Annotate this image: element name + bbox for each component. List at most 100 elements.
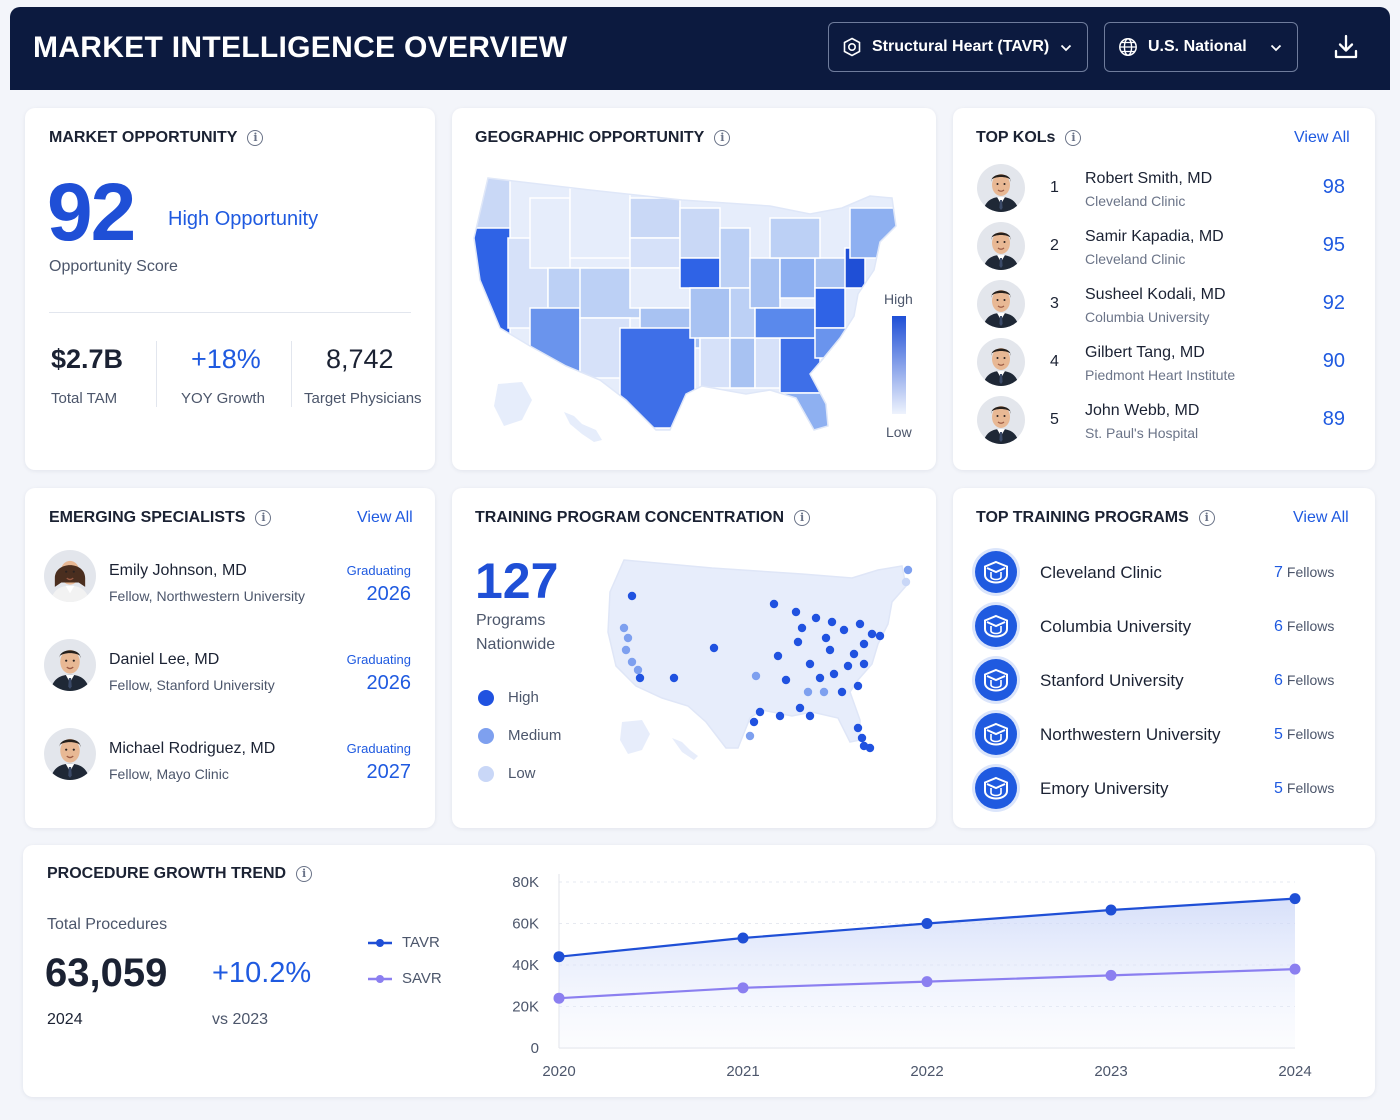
legend-item-savr: SAVR xyxy=(368,970,442,987)
program-location-dot xyxy=(827,617,837,627)
kol-score: 98 xyxy=(1322,176,1345,198)
program-location-dot xyxy=(843,661,853,671)
program-location-dot xyxy=(793,637,803,647)
program-name: Columbia University xyxy=(1040,617,1192,636)
total-tam-label: Total TAM xyxy=(51,390,118,407)
kols-view-all-link[interactable]: View All xyxy=(1294,129,1350,146)
program-fellow-count: 5 Fellows xyxy=(1274,780,1334,798)
top-header-bar: MARKET INTELLIGENCE OVERVIEW Structural … xyxy=(10,7,1390,90)
map-legend-high-label: High xyxy=(884,291,913,307)
program-location-dot xyxy=(775,711,785,721)
divider xyxy=(49,312,411,313)
therapy-area-dropdown[interactable]: Structural Heart (TAVR) xyxy=(828,22,1088,72)
info-icon[interactable]: i xyxy=(794,510,811,526)
program-location-dot xyxy=(633,665,643,675)
avatar xyxy=(977,396,1025,444)
program-fellow-count: 6 Fellows xyxy=(1274,618,1334,636)
info-icon[interactable]: i xyxy=(296,866,313,882)
kol-row[interactable]: 2 Samir Kapadia, MD Cleveland Clinic 95 xyxy=(953,222,1375,274)
top-kols-card: TOP KOLs i View All 1 Robert Smith, MD Clev… xyxy=(953,108,1375,470)
card-title-text: PROCEDURE GROWTH TREND xyxy=(47,865,287,882)
geographic-opportunity-title: GEOGRAPHIC OPPORTUNITY i xyxy=(475,129,731,147)
program-location-dot xyxy=(791,607,801,617)
kol-row[interactable]: 5 John Webb, MD St. Paul's Hospital 89 xyxy=(953,396,1375,448)
info-icon[interactable]: i xyxy=(247,130,264,146)
card-title-text: GEOGRAPHIC OPPORTUNITY xyxy=(475,129,705,146)
x-tick-label: 2024 xyxy=(1278,1063,1311,1080)
kol-rank: 4 xyxy=(1050,353,1059,370)
top-kols-title: TOP KOLs i xyxy=(976,129,1082,147)
total-procedures-caption: Total Procedures xyxy=(47,916,168,933)
program-location-dot xyxy=(901,577,911,587)
specialists-view-all-link[interactable]: View All xyxy=(357,509,413,526)
info-icon[interactable]: i xyxy=(1198,510,1215,526)
program-row[interactable]: Columbia University 6 Fellows xyxy=(953,605,1375,649)
opportunity-score-value: 92 xyxy=(47,167,136,258)
programs-view-all-link[interactable]: View All xyxy=(1293,509,1349,526)
avatar xyxy=(44,550,96,602)
procedure-growth-card: PROCEDURE GROWTH TREND i Total Procedures… xyxy=(23,845,1375,1097)
specialist-name: Daniel Lee, MD xyxy=(109,651,220,668)
program-location-dot xyxy=(621,645,631,655)
data-point-tavr xyxy=(921,918,933,929)
fellow-count-unit: Fellows xyxy=(1286,726,1335,742)
program-row[interactable]: Northwestern University 5 Fellows xyxy=(953,713,1375,757)
kol-row[interactable]: 1 Robert Smith, MD Cleveland Clinic 98 xyxy=(953,164,1375,216)
legend-line-savr xyxy=(368,974,392,983)
specialist-name: Michael Rodriguez, MD xyxy=(109,740,276,757)
data-point-tavr xyxy=(1105,904,1117,916)
program-location-dot xyxy=(773,651,783,661)
procedure-trend-chart[interactable]: 0 20K 40K 60K 80K 2020 2021 2022 2023 2024 xyxy=(463,860,1343,1092)
legend-line-tavr xyxy=(368,938,392,947)
card-title-text: TOP KOLs xyxy=(976,129,1056,146)
card-title-text: MARKET OPPORTUNITY xyxy=(49,129,238,146)
hawaii-shape xyxy=(564,412,602,442)
program-name: Emory University xyxy=(1040,779,1169,798)
graduation-year: 2027 xyxy=(366,761,412,783)
program-dots xyxy=(619,565,913,753)
training-dot-map[interactable] xyxy=(602,552,922,767)
top-training-programs-card: TOP TRAINING PROGRAMS i View All Clevelan… xyxy=(953,488,1375,828)
kol-org: St. Paul's Hospital xyxy=(1085,425,1199,441)
program-location-dot xyxy=(797,623,807,633)
program-location-dot xyxy=(755,707,765,717)
kol-rank: 3 xyxy=(1050,295,1059,312)
kol-row[interactable]: 4 Gilbert Tang, MD Piedmont Heart Institut… xyxy=(953,338,1375,390)
kol-name: Gilbert Tang, MD xyxy=(1085,344,1205,361)
info-icon[interactable]: i xyxy=(255,510,272,526)
kol-name: John Webb, MD xyxy=(1085,402,1200,419)
fellow-count-value: 5 xyxy=(1274,726,1283,743)
kol-rank: 2 xyxy=(1050,237,1059,254)
specialist-row[interactable]: Emily Johnson, MD Fellow, Northwestern Un… xyxy=(25,548,435,610)
program-location-dot xyxy=(865,743,875,753)
kol-row[interactable]: 3 Susheel Kodali, MD Columbia University 92 xyxy=(953,280,1375,332)
us-choropleth-map[interactable] xyxy=(470,168,900,448)
fellow-count-unit: Fellows xyxy=(1286,672,1335,688)
program-row[interactable]: Emory University 5 Fellows xyxy=(953,767,1375,811)
program-location-dot xyxy=(795,703,805,713)
graduation-cap-icon xyxy=(975,605,1017,647)
program-location-dot xyxy=(839,625,849,635)
data-point-savr xyxy=(553,992,565,1004)
program-location-dot xyxy=(805,659,815,669)
legend-label-tavr: TAVR xyxy=(402,934,440,951)
program-location-dot xyxy=(819,687,829,697)
program-location-dot xyxy=(875,631,885,641)
specialist-row[interactable]: Michael Rodriguez, MD Fellow, Mayo Clinic… xyxy=(25,726,435,788)
program-fellow-count: 5 Fellows xyxy=(1274,726,1334,744)
region-dropdown[interactable]: U.S. National xyxy=(1104,22,1298,72)
info-icon[interactable]: i xyxy=(1065,130,1082,146)
kol-org: Cleveland Clinic xyxy=(1085,193,1186,209)
program-row[interactable]: Stanford University 6 Fellows xyxy=(953,659,1375,703)
avatar xyxy=(44,639,96,691)
program-name: Stanford University xyxy=(1040,671,1184,690)
program-row[interactable]: Cleveland Clinic 7 Fellows xyxy=(953,551,1375,595)
info-icon[interactable]: i xyxy=(714,130,731,146)
specialist-row[interactable]: Daniel Lee, MD Fellow, Stanford Universit… xyxy=(25,637,435,699)
avatar xyxy=(977,164,1025,212)
kol-name: Susheel Kodali, MD xyxy=(1085,286,1226,303)
program-name: Cleveland Clinic xyxy=(1040,563,1162,582)
program-count-caption-line1: Programs xyxy=(476,612,546,629)
download-icon[interactable] xyxy=(1332,33,1360,61)
data-point-tavr xyxy=(737,932,749,944)
